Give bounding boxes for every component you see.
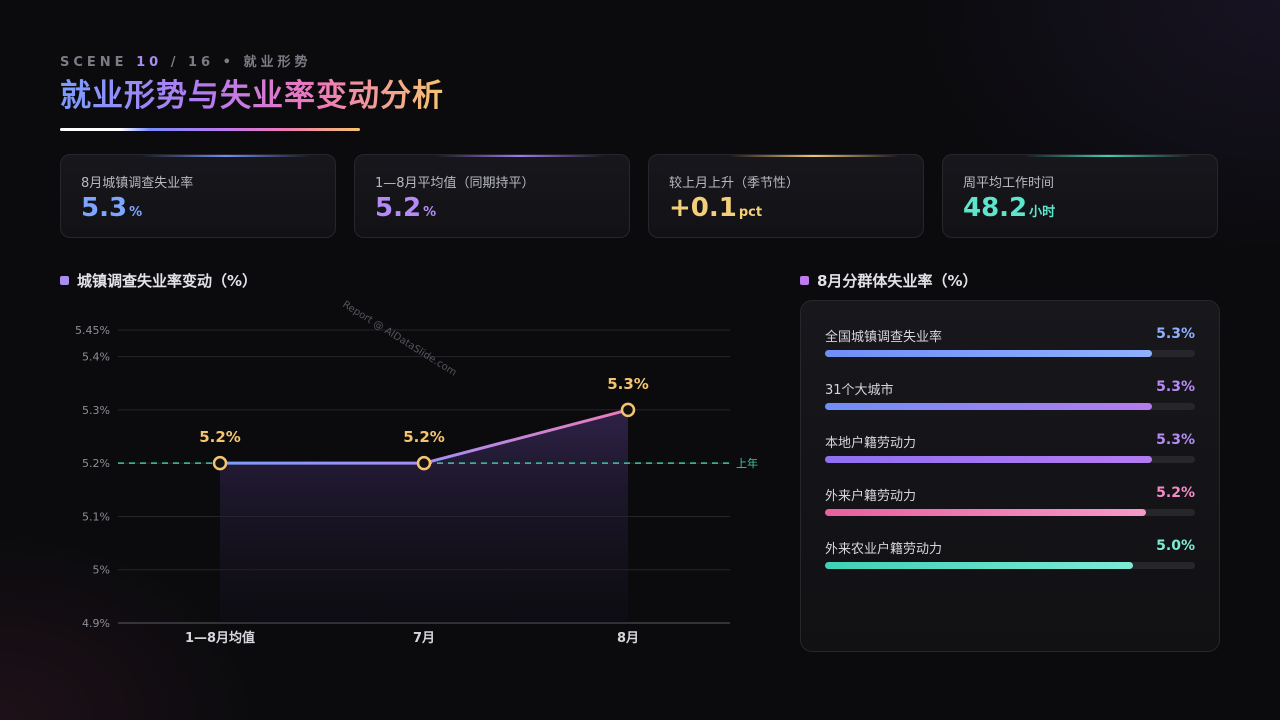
data-label: 5.2% [403, 428, 445, 446]
scene-current: 10 [136, 55, 163, 70]
group-name: 全国城镇调查失业率 [825, 330, 943, 345]
y-tick-label: 4.9% [82, 617, 110, 630]
bar-track [825, 350, 1195, 357]
kpi-card-weekly-hours: 周平均工作时间 48.2 小时 [942, 154, 1218, 238]
bar-fill [825, 509, 1146, 516]
kpi-unit: % [129, 205, 143, 220]
card-accent-line [435, 155, 605, 157]
y-tick-label: 5.3% [82, 404, 110, 417]
kpi-label: 8月城镇调查失业率 [81, 176, 194, 191]
kpi-number: 5.3 [81, 193, 128, 223]
group-name: 31个大城市 [825, 383, 894, 398]
line-chart-section-title: 城镇调查失业率变动（%） [60, 270, 257, 291]
data-label: 5.3% [607, 375, 649, 393]
group-name: 本地户籍劳动力 [825, 436, 917, 451]
card-accent-line [1023, 155, 1193, 157]
bar-fill [825, 403, 1152, 410]
bar-track [825, 509, 1195, 516]
kpi-label: 较上月上升（季节性） [669, 176, 800, 191]
group-bar-row: 外来户籍劳动力 5.2% [825, 485, 1195, 525]
scene-prefix: SCENE [60, 55, 128, 70]
x-axis: 1—8月均值 7月 8月 [185, 630, 639, 646]
group-name: 外来农业户籍劳动力 [825, 542, 943, 557]
card-accent-line [141, 155, 311, 157]
bar-fill [825, 456, 1152, 463]
kpi-value: 5.2% [375, 193, 436, 223]
bar-chart-section-title: 8月分群体失业率（%） [800, 270, 977, 291]
kpi-unit: % [423, 205, 437, 220]
reference-line-label: 上年 [736, 456, 758, 470]
data-points: 5.2% 5.2% 5.3% [199, 375, 649, 471]
data-point [212, 455, 228, 471]
group-bar-row: 31个大城市 5.3% [825, 379, 1195, 419]
bar-fill [825, 350, 1152, 357]
group-value: 5.3% [1156, 432, 1195, 448]
y-tick-label: 5.1% [82, 510, 110, 523]
title-underline [60, 128, 360, 131]
y-tick-label: 5% [93, 564, 110, 577]
group-value: 5.3% [1156, 379, 1195, 395]
kpi-number: 5.2 [375, 193, 422, 223]
y-tick-label: 5.4% [82, 351, 110, 364]
kpi-unit: 小时 [1029, 205, 1056, 220]
card-accent-line [729, 155, 899, 157]
kpi-number: 48.2 [963, 193, 1028, 223]
bar-chart-title: 8月分群体失业率（%） [817, 272, 978, 290]
kpi-card-average-rate: 1—8月平均值（同期持平） 5.2% [354, 154, 630, 238]
kpi-value: 48.2 小时 [963, 193, 1055, 223]
x-tick-label: 8月 [617, 631, 639, 646]
group-name: 外来户籍劳动力 [825, 489, 917, 504]
bar-track [825, 456, 1195, 463]
x-tick-label: 1—8月均值 [185, 630, 255, 646]
scene-topic: • 就业形势 [222, 55, 312, 70]
kpi-number: +0.1 [669, 193, 737, 223]
unemployment-line-chart: 4.9%5%5.1%5.2%5.3%5.4%5.45% 上年 5.2% 5.2%5… [75, 300, 758, 646]
group-bar-row: 外来农业户籍劳动力 5.0% [825, 538, 1195, 578]
scene-indicator: SCENE 10 / 16 • 就业形势 [60, 51, 311, 70]
data-point [620, 402, 636, 418]
group-bar-row: 本地户籍劳动力 5.3% [825, 432, 1195, 472]
bar-fill [825, 562, 1134, 569]
kpi-unit: pct [738, 205, 763, 220]
section-marker [60, 276, 69, 285]
group-bar-row: 全国城镇调查失业率 5.3% [825, 326, 1195, 366]
data-label: 5.2% [199, 428, 241, 446]
kpi-card-unemployment-rate: 8月城镇调查失业率 5.3% [60, 154, 336, 238]
kpi-card-monthly-change: 较上月上升（季节性） +0.1 pct [648, 154, 924, 238]
group-value: 5.0% [1156, 538, 1195, 554]
y-tick-label: 5.2% [82, 457, 110, 470]
group-value: 5.3% [1156, 326, 1195, 342]
y-tick-label: 5.45% [75, 324, 110, 337]
section-marker [800, 276, 809, 285]
bar-track [825, 562, 1195, 569]
scene-total: / 16 [170, 55, 215, 70]
group-value: 5.2% [1156, 485, 1195, 501]
page-title: 就业形势与失业率变动分析 [60, 74, 444, 118]
watermark-text: Report @ AIDataSlide.com [340, 300, 458, 379]
kpi-value: 5.3% [81, 193, 142, 223]
kpi-label: 周平均工作时间 [963, 176, 1055, 191]
group-unemployment-panel: 全国城镇调查失业率 5.3% 31个大城市 5.3% 本地户籍劳动力 5.3% 外来户籍劳动… [800, 300, 1220, 652]
bar-track [825, 403, 1195, 410]
x-tick-label: 7月 [413, 631, 435, 646]
kpi-value: +0.1 pct [669, 193, 762, 223]
kpi-label: 1—8月平均值（同期持平） [375, 176, 535, 191]
y-axis: 4.9% 5% 5.1% 5.2% 5.3% 5.4% 5.45% [75, 324, 110, 630]
data-point [416, 455, 432, 471]
line-chart-title: 城镇调查失业率变动（%） [77, 272, 258, 290]
